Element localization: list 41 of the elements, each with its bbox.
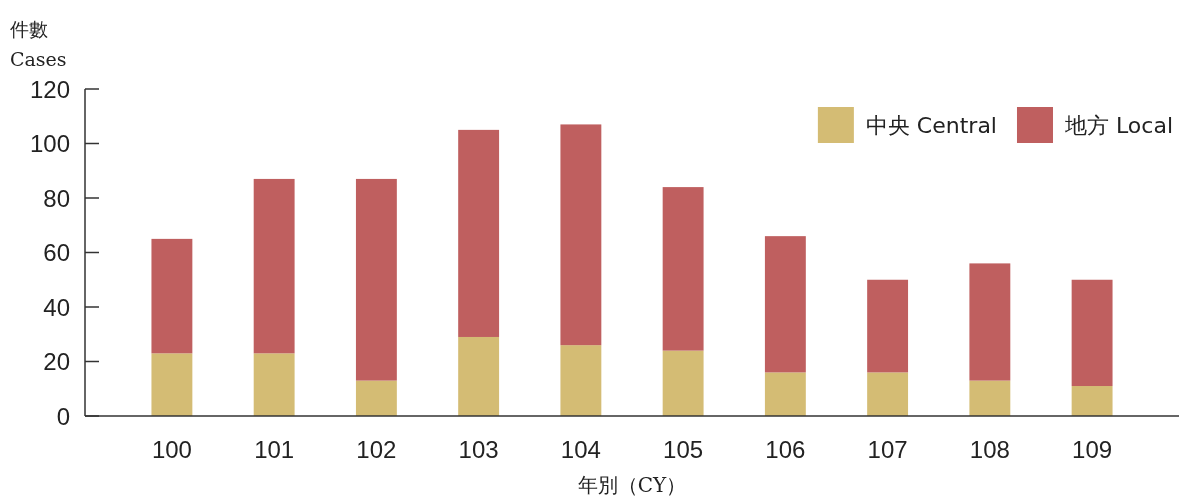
x-tick-label: 105: [663, 435, 704, 463]
x-tick-label: 104: [560, 435, 601, 463]
x-tick-label: 103: [458, 435, 499, 463]
bar: [253, 353, 295, 416]
y-tick-label: 120: [29, 75, 70, 103]
bar: [458, 129, 500, 337]
bar: [969, 263, 1011, 381]
bar: [458, 336, 500, 416]
bar: [355, 380, 397, 416]
y-tick-label: 40: [43, 293, 70, 321]
x-tick-label: 102: [356, 435, 397, 463]
x-tick-label: 106: [765, 435, 806, 463]
bar: [253, 178, 295, 354]
bar: [969, 380, 1011, 416]
x-tick-label: 108: [969, 435, 1010, 463]
y-tick-label: 20: [43, 348, 70, 375]
x-tick-label: 100: [151, 435, 192, 463]
legend-label: 中央 Central: [865, 112, 997, 138]
bar: [764, 372, 806, 416]
legend-label: 地方 Local: [1063, 112, 1173, 138]
bar: [764, 236, 806, 373]
bar: [662, 187, 704, 351]
y-tick-label: 100: [29, 130, 70, 157]
x-tick-label: 101: [254, 435, 295, 463]
bar: [560, 124, 602, 346]
bar: [355, 178, 397, 381]
bar: [867, 372, 909, 416]
bar: [151, 238, 193, 354]
bar: [1071, 386, 1113, 416]
bar: [867, 279, 909, 373]
bar: [560, 345, 602, 416]
y-tick-label: 60: [43, 239, 70, 266]
bar: [151, 353, 193, 416]
x-tick-label: 109: [1072, 435, 1113, 463]
x-axis-title: 年別（CY）: [577, 473, 687, 496]
y-tick-label: 0: [56, 402, 70, 430]
x-tick-label: 107: [867, 435, 908, 463]
y-tick-label: 80: [43, 184, 70, 212]
y-axis-title: 件數 Cases: [10, 18, 67, 70]
bar: [1071, 279, 1113, 387]
bar: [662, 350, 704, 416]
